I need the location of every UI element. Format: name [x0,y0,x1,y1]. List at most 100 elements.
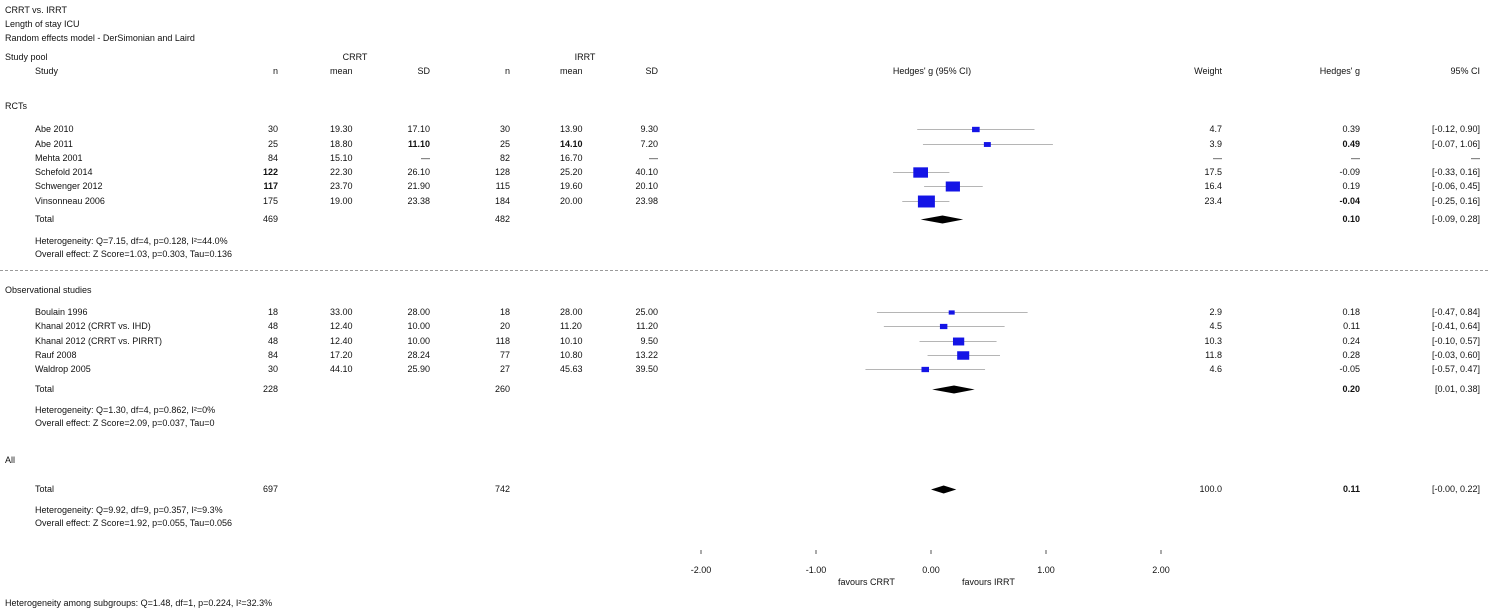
cell-irrt-mean: 45.63 [560,364,583,374]
cell-irrt-mean: 11.20 [560,321,582,331]
overall-total-ci: [-0.00, 0.22] [1431,484,1480,494]
cell-weight: 4.6 [1209,364,1222,374]
cell-irrt-n: 115 [495,181,510,191]
heterogeneity-stat: Heterogeneity: Q=7.15, df=4, p=0.128, I²… [35,236,228,246]
cell-crrt-mean: 33.00 [330,307,353,317]
cell-irrt-sd: 23.98 [635,196,658,206]
subgroup-total-g: 0.10 [1342,214,1360,224]
effect-square [913,167,928,178]
subgroup-total-crrt-n: 469 [262,214,278,224]
cell-crrt-n: 84 [267,350,278,360]
cell-weight: 2.9 [1209,307,1222,317]
cell-irrt-n: 118 [495,336,510,346]
cell-g: -0.05 [1339,364,1360,374]
cell-irrt-sd: 39.50 [635,364,658,374]
cell-ci: [-0.06, 0.45] [1431,181,1480,191]
axis-tick-label: -1.00 [805,565,827,575]
favours-irrt-label: favours IRRT [962,577,1015,587]
study-header: Study [35,66,59,76]
cell-weight: 4.5 [1209,321,1222,331]
crrt-group-header: CRRT [342,52,368,62]
cell-crrt-mean: 12.40 [330,336,353,346]
cell-irrt-sd: 7.20 [640,139,658,149]
cell-g: — [1351,153,1360,163]
cell-ci: — [1471,153,1480,163]
cell-crrt-sd: 10.00 [407,336,430,346]
effect-square [983,142,991,147]
cell-crrt-sd: 11.10 [407,139,430,149]
cell-irrt-n: 184 [494,196,510,206]
cell-irrt-n: 25 [499,139,510,149]
cell-g: 0.28 [1342,350,1360,360]
overall-total-irrt-n: 742 [494,484,510,494]
subgroup-total-label: Total [35,214,55,224]
cell-crrt-mean: 23.70 [330,181,353,191]
cell-crrt-mean: 12.40 [330,321,353,331]
cell-g: 0.19 [1342,181,1360,191]
axis-tick-label: 2.00 [1152,565,1170,575]
crrt-n-header: n [272,66,278,76]
cell-crrt-n: 30 [267,124,278,134]
cell-crrt-sd: 23.38 [407,196,430,206]
cell-g: 0.18 [1342,307,1360,317]
cell-study: Abe 2011 [35,139,73,149]
cell-crrt-n: 122 [262,167,278,177]
irrt-mean-header: mean [560,66,583,76]
cell-study: Khanal 2012 (CRRT vs. IHD) [35,321,151,331]
irrt-n-header: n [504,66,510,76]
cell-crrt-sd: 10.00 [407,321,430,331]
cell-irrt-sd: 9.50 [640,336,658,346]
chart-subtitle: Length of stay ICU [5,19,80,29]
cell-study: Abe 2010 [35,124,74,134]
cell-crrt-mean: 19.00 [330,196,353,206]
cell-crrt-n: 117 [263,181,278,191]
cell-crrt-mean: 17.20 [330,350,353,360]
cell-study: Schefold 2014 [35,167,93,177]
heterogeneity-stat: Heterogeneity: Q=1.30, df=4, p=0.862, I²… [35,405,216,415]
summary-diamond [920,215,964,224]
cell-irrt-mean: 13.90 [560,124,583,134]
cell-irrt-sd: 25.00 [635,307,658,317]
cell-crrt-sd: 28.24 [407,350,430,360]
group-name-all: All [5,455,16,465]
subgroup-total-g: 0.20 [1342,384,1360,394]
cell-weight: — [1213,153,1222,163]
overall-total-g: 0.11 [1342,484,1360,494]
cell-study: Schwenger 2012 [35,181,103,191]
effect-square [948,310,955,315]
cell-ci: [-0.10, 0.57] [1431,336,1480,346]
crrt-mean-header: mean [330,66,353,76]
crrt-sd-header: SD [417,66,430,76]
cell-irrt-sd: 9.30 [640,124,658,134]
cell-irrt-mean: 25.20 [560,167,583,177]
cell-study: Mehta 2001 [35,153,83,163]
cell-irrt-n: 20 [499,321,510,331]
cell-crrt-n: 18 [267,307,278,317]
cell-crrt-mean: 44.10 [330,364,353,374]
cell-irrt-mean: 19.60 [560,181,583,191]
cell-weight: 10.3 [1204,336,1222,346]
cell-g: 0.11 [1343,321,1360,331]
effect-square [939,323,948,330]
overall-diamond [931,485,957,494]
cell-irrt-n: 128 [494,167,510,177]
effect-square [945,181,960,192]
irrt-sd-header: SD [645,66,658,76]
cell-g: -0.04 [1339,196,1360,206]
overall-effect-stat: Overall effect: Z Score=2.09, p=0.037, T… [35,418,215,428]
subgroup-total-irrt-n: 260 [494,384,510,394]
cell-g: 0.24 [1342,336,1360,346]
cell-ci: [-0.12, 0.90] [1431,124,1480,134]
cell-crrt-n: 25 [267,139,278,149]
cell-crrt-sd: 25.90 [407,364,430,374]
group-separator [0,270,1488,271]
subgroup-total-ci: [-0.09, 0.28] [1431,214,1480,224]
subgroup-total-irrt-n: 482 [494,214,510,224]
effect-square [952,337,965,346]
cell-irrt-n: 18 [499,307,510,317]
chart-title: CRRT vs. IRRT [5,5,68,15]
hedges-g-header: Hedges' g [1319,66,1360,76]
subgroup-heterogeneity: Heterogeneity among subgroups: Q=1.48, d… [5,598,273,608]
cell-crrt-mean: 15.10 [330,153,353,163]
overall-total-label: Total [35,484,55,494]
